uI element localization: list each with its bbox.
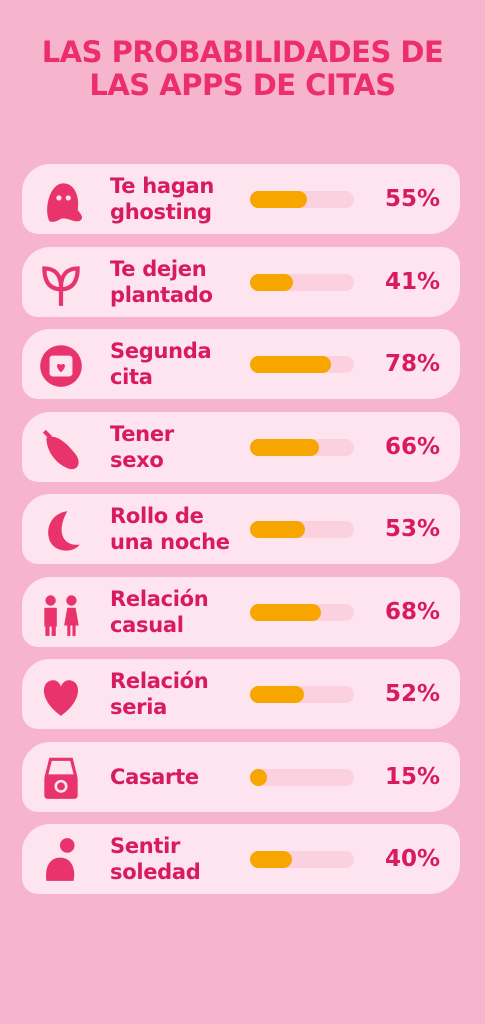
icon <box>40 345 82 387</box>
bar <box>250 851 292 868</box>
row-card: Segunda cita 78% <box>22 329 460 399</box>
category-label: Casarte <box>110 764 199 789</box>
value-label: 78% <box>384 351 440 377</box>
icon <box>44 757 78 799</box>
category-label: Te dejen plantado <box>110 256 213 307</box>
bar-track <box>250 191 354 208</box>
category-label: Relación casual <box>110 586 209 637</box>
bar <box>250 356 332 373</box>
value-label: 53% <box>384 516 440 542</box>
bar-track <box>250 603 354 621</box>
icon <box>42 265 80 306</box>
bar-track <box>250 356 354 373</box>
icon <box>43 680 79 716</box>
row-card: Casarte 15% <box>22 741 460 812</box>
icon <box>46 838 75 881</box>
bar <box>250 521 306 538</box>
row-card: Tener sexo 66% <box>22 411 460 482</box>
value-label: 55% <box>384 186 440 212</box>
icon <box>42 429 79 469</box>
bar-track <box>250 521 354 538</box>
bar-track <box>250 686 354 703</box>
category-label: Relación seria <box>110 669 209 719</box>
chart-title: LAS PROBABILIDADES DE LAS APPS DE CITAS <box>41 35 444 102</box>
bar <box>250 603 321 621</box>
category-label: Sentir soledad <box>110 834 201 884</box>
value-label: 66% <box>384 433 440 460</box>
bar <box>250 191 308 208</box>
row-card: Rollo de una noche 53% <box>22 494 460 564</box>
row-card: Te hagan ghosting 55% <box>22 164 460 234</box>
value-label: 15% <box>384 763 440 790</box>
row-card: Relación seria 52% <box>22 659 460 729</box>
category-label: Rollo de una noche <box>110 504 230 554</box>
bar-track <box>250 851 354 868</box>
value-label: 41% <box>384 268 440 295</box>
category-label: Segunda cita <box>110 339 212 389</box>
value-label: 40% <box>384 846 440 872</box>
category-label: Tener sexo <box>110 421 174 472</box>
bar <box>250 273 293 291</box>
bar-track <box>250 438 354 456</box>
bar <box>250 686 305 703</box>
bar-track <box>250 273 354 291</box>
category-label: Te hagan ghosting <box>110 174 214 224</box>
row-card: Relación casual 68% <box>22 576 460 647</box>
value-label: 68% <box>384 598 440 625</box>
bar <box>250 438 319 456</box>
icon <box>47 183 83 222</box>
icon <box>48 511 80 551</box>
bar <box>250 768 267 786</box>
row-card: Sentir soledad 40% <box>22 824 460 894</box>
bar-track <box>250 768 354 786</box>
icon <box>44 594 79 636</box>
row-card: Te dejen plantado 41% <box>22 246 460 317</box>
value-label: 52% <box>384 681 440 707</box>
